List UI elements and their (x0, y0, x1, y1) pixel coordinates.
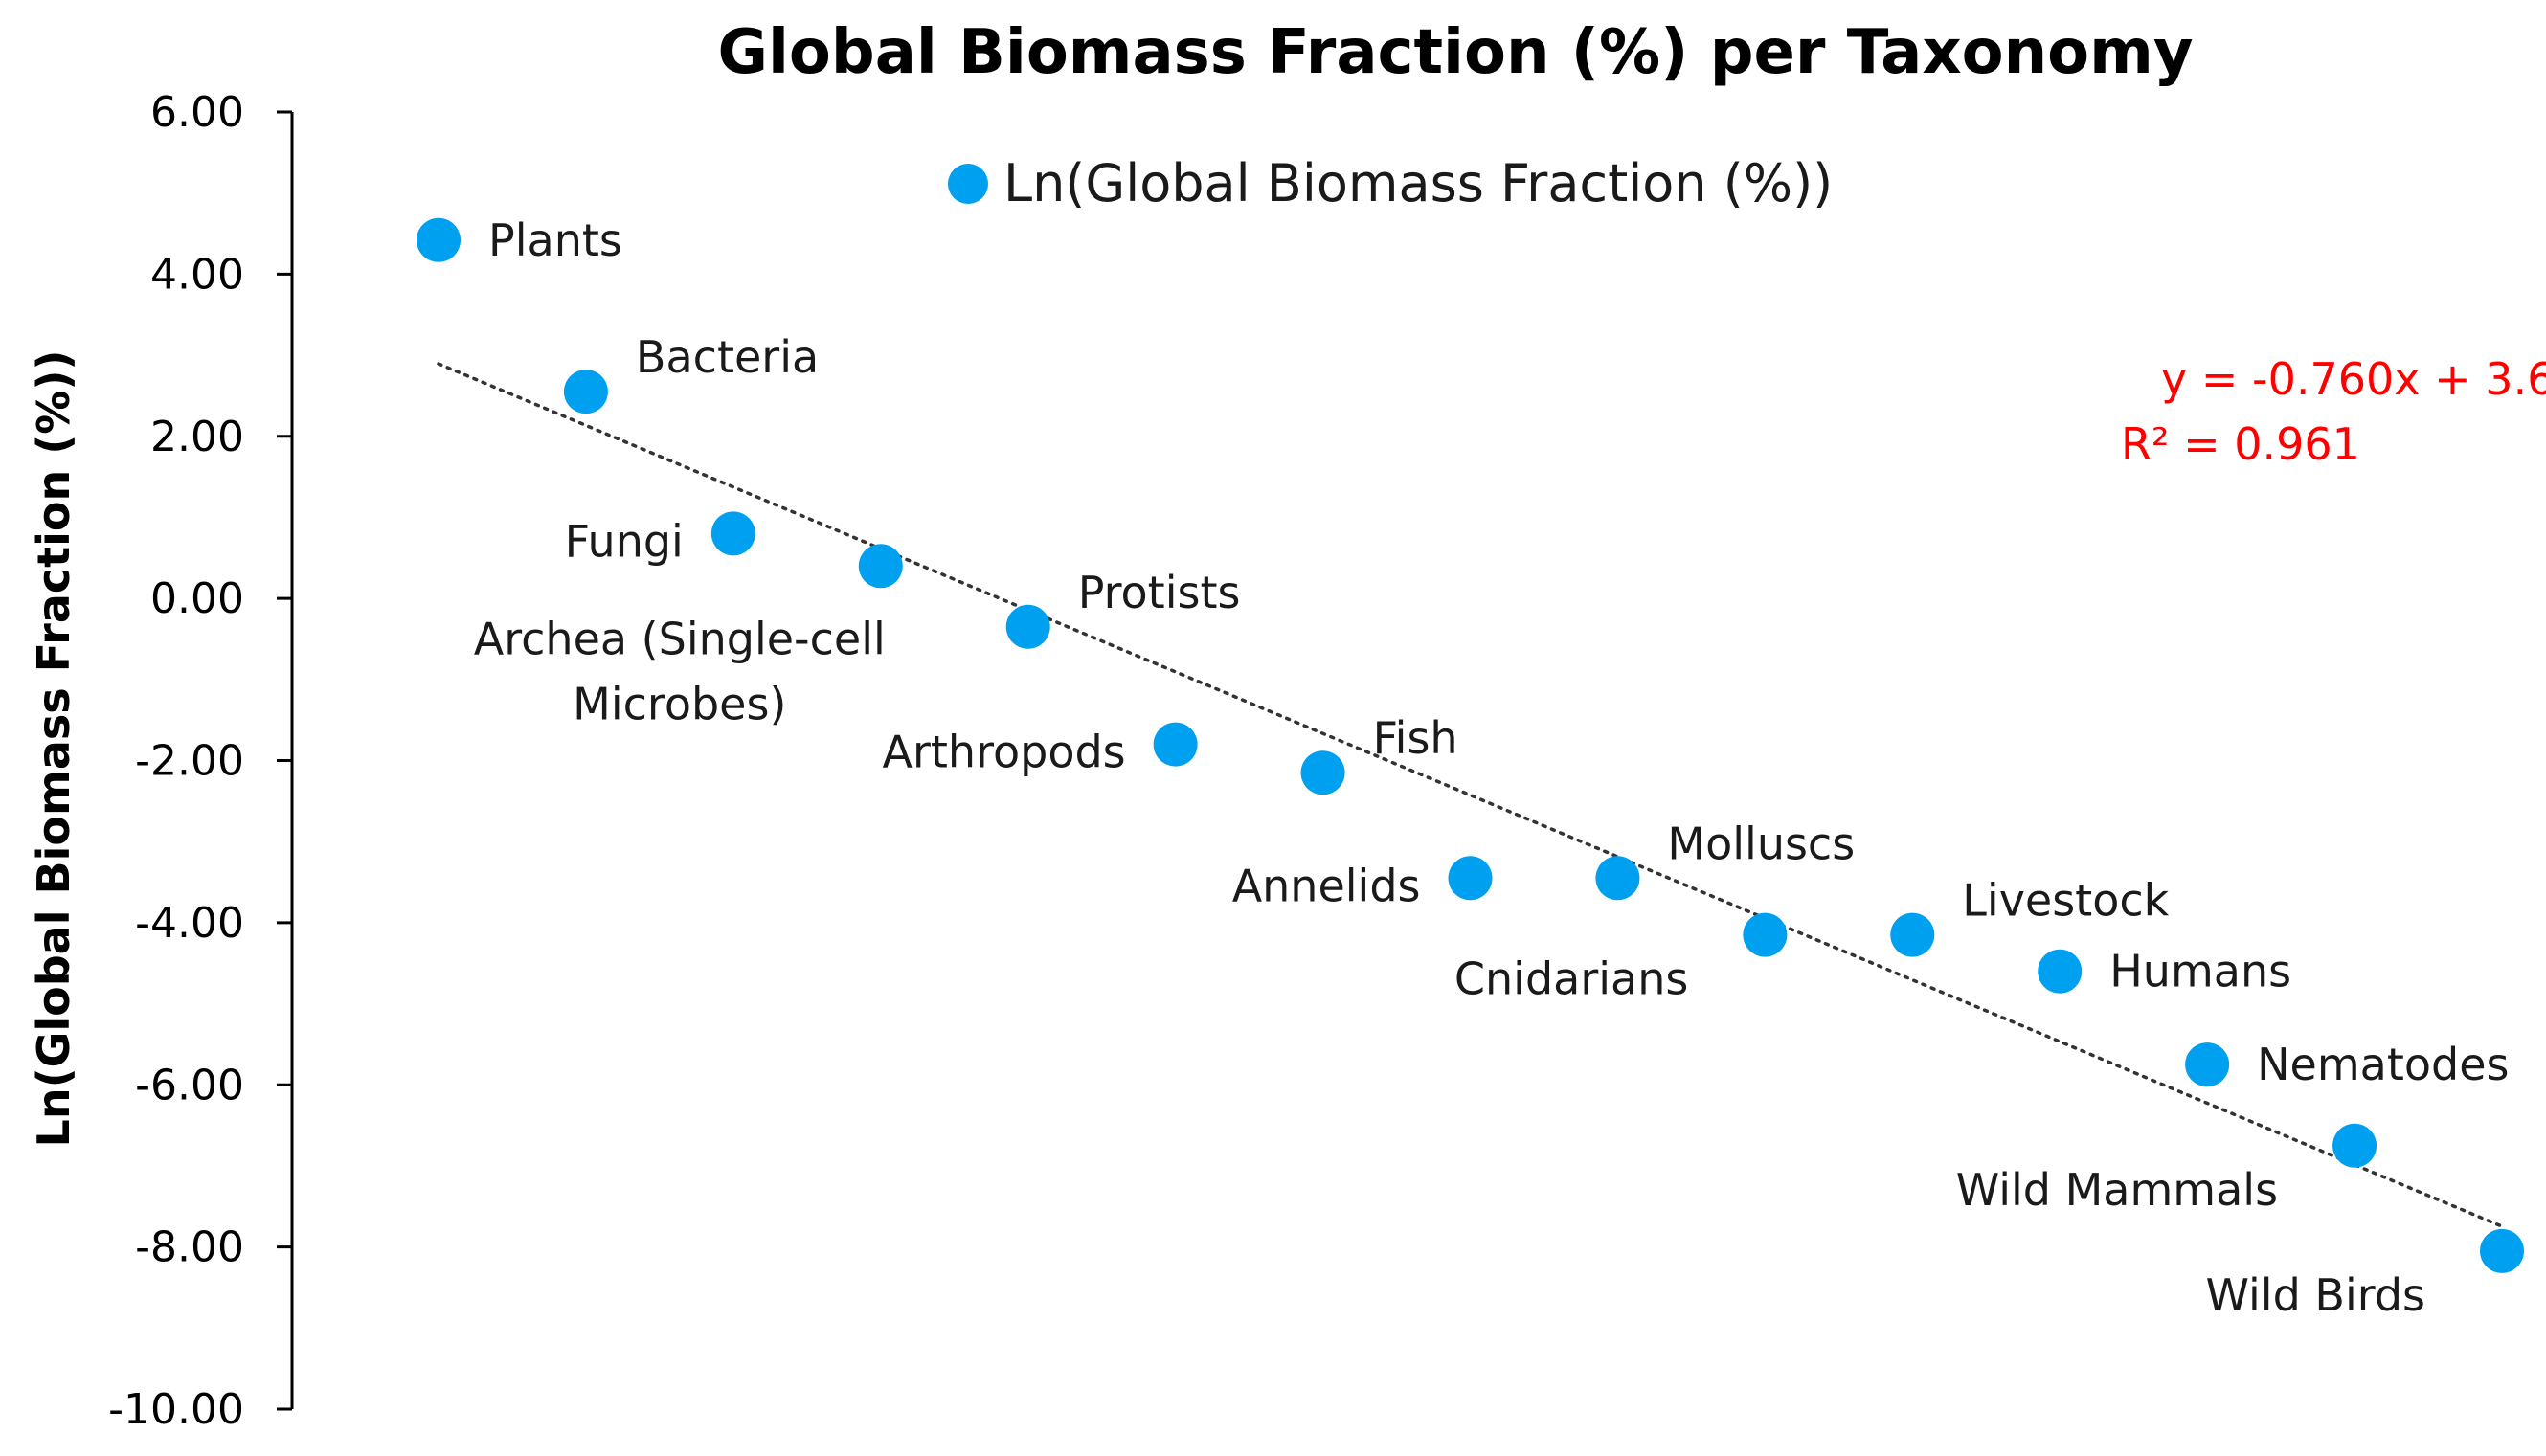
y-tick-label: 0.00 (150, 574, 244, 623)
trendline-equation: y = -0.760x + 3.654 R² = 0.961 (2121, 353, 2546, 470)
r-squared-text: R² = 0.961 (2121, 418, 2360, 470)
point-label: Cnidarians (1454, 953, 1688, 1005)
point-label: Plants (488, 214, 622, 266)
data-point-cnidarians (1743, 912, 1788, 957)
y-tick-label: -2.00 (135, 737, 244, 786)
y-tick-label: -4.00 (135, 899, 244, 948)
y-axis-label: Ln(Global Biomass Fraction (%)) (28, 350, 79, 1148)
y-tick-label: -8.00 (135, 1223, 244, 1272)
data-point-wild-mammals (2332, 1123, 2377, 1168)
equation-line: y = -0.760x + 3.654 (2161, 353, 2546, 405)
data-point-wild-birds (2480, 1228, 2524, 1273)
chart-title: Global Biomass Fraction (%) per Taxonomy (717, 17, 2193, 88)
point-labels: Plants Bacteria Fungi Archea (Single-cell Mi… (474, 214, 2510, 1321)
y-tick-label: 6.00 (150, 88, 244, 137)
data-point-humans (2038, 949, 2083, 994)
y-tick-label: -6.00 (135, 1061, 244, 1109)
legend: Ln(Global Biomass Fraction (%)) (948, 153, 1833, 213)
data-point-arthropods (1153, 722, 1198, 767)
y-tick-label: -10.00 (108, 1385, 244, 1434)
point-label: Fungi (565, 515, 684, 567)
data-point-fungi (710, 511, 755, 556)
point-label: Wild Mammals (1956, 1164, 2278, 1216)
data-point-molluscs (1595, 856, 1640, 901)
data-point-annelids (1448, 856, 1493, 901)
data-point-plants (417, 217, 461, 262)
point-label: Livestock (1962, 875, 2169, 927)
point-label: Annelids (1232, 860, 1421, 911)
point-label: Arthropods (883, 727, 1126, 778)
data-point-archea-single-cell-microbes (858, 544, 903, 589)
point-label: Humans (2109, 946, 2291, 997)
data-points (417, 217, 2524, 1273)
data-point-nematodes (2185, 1042, 2230, 1087)
legend-label: Ln(Global Biomass Fraction (%)) (1003, 153, 1833, 213)
y-axis-ticks: 6.00 4.00 2.00 0.00 -2.00 -4.00 -6.00 -8.00 -10.… (108, 88, 292, 1434)
point-label: Wild Birds (2206, 1269, 2425, 1321)
point-label: Protists (1078, 567, 1241, 618)
point-label: Archea (Single-cell Microbes) (474, 613, 886, 729)
y-tick-label: 2.00 (150, 413, 244, 461)
point-label: Fish (1373, 712, 1458, 764)
point-label: Nematodes (2257, 1039, 2509, 1090)
data-point-livestock (1890, 912, 1935, 957)
data-point-fish (1300, 750, 1345, 795)
point-label: Bacteria (636, 331, 819, 383)
point-label: Molluscs (1667, 818, 1855, 869)
legend-marker (948, 164, 988, 204)
data-point-bacteria (563, 370, 608, 414)
trendline (437, 362, 2504, 1228)
data-point-protists (1005, 604, 1050, 649)
y-tick-label: 4.00 (150, 250, 244, 299)
